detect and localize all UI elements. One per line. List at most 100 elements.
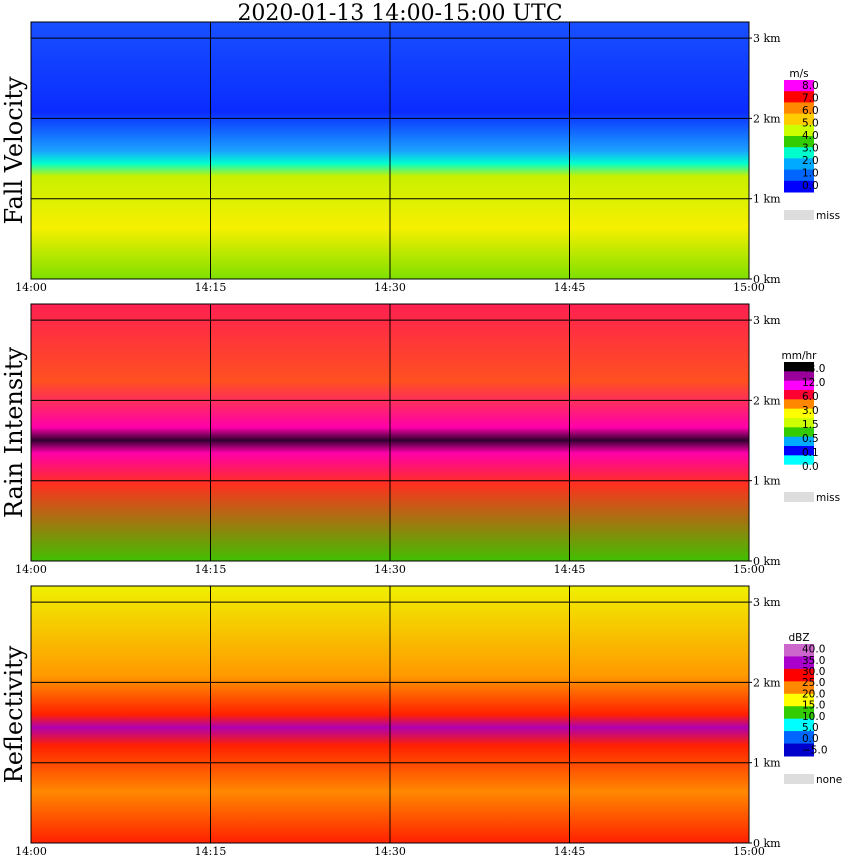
x-tick-label: 14:00 xyxy=(15,281,47,294)
x-tick-label: 15:00 xyxy=(733,281,765,294)
legend-missing-label: miss xyxy=(816,492,840,504)
x-tick-label: 14:30 xyxy=(374,563,406,576)
legend-level: 8.0 xyxy=(802,80,819,92)
legend-swatch xyxy=(784,731,814,745)
legend-missing-swatch xyxy=(784,210,814,220)
legend-level: 10.0 xyxy=(802,711,825,723)
legend-swatch xyxy=(784,80,814,92)
legend-swatch xyxy=(784,91,814,103)
legend-level: 12.0 xyxy=(802,377,825,389)
legend-level: 7.0 xyxy=(802,93,819,105)
legend-level: 40.0 xyxy=(802,644,825,656)
legend-level: 6.0 xyxy=(802,105,819,117)
legend-level: 35.0 xyxy=(802,655,825,667)
legend-swatch xyxy=(784,169,814,182)
y-tick-label: 0 km xyxy=(753,837,781,850)
legend-swatch xyxy=(784,147,814,159)
legend-swatch xyxy=(784,718,814,732)
y-tick-label: 2 km xyxy=(753,676,781,689)
legend-swatch xyxy=(784,656,814,670)
legend-level: 0.5 xyxy=(802,433,819,445)
legend-swatch xyxy=(784,436,814,447)
legend-level: 3.0 xyxy=(802,142,819,154)
legend-swatch xyxy=(784,408,814,419)
legend-level: 1.0 xyxy=(802,167,819,179)
y-tick-label: 0 km xyxy=(753,555,781,568)
legend-swatch xyxy=(784,362,814,372)
y-tick-label: 1 km xyxy=(753,475,781,488)
legend-unit: m/s xyxy=(789,68,808,80)
legend-swatch xyxy=(784,158,814,171)
legend-swatch xyxy=(784,446,814,456)
panel-2: Reflectivity 14:00 14:15 14:30 14:45 15:000 k… xyxy=(0,585,842,858)
legend-swatch xyxy=(784,427,814,438)
legend-level: 3.0 xyxy=(802,405,819,417)
legend-level: 20.0 xyxy=(802,688,825,700)
legend-swatch xyxy=(784,681,814,695)
legend-swatch xyxy=(784,743,814,757)
x-tick-label: 14:45 xyxy=(554,845,586,858)
panel-frame xyxy=(30,585,750,844)
legend-swatch xyxy=(784,706,814,720)
y-tick-label: 3 km xyxy=(753,314,781,327)
y-tick-label: 1 km xyxy=(753,193,781,206)
x-tick-label: 14:15 xyxy=(195,563,227,576)
legend-unit: mm/hr xyxy=(782,350,818,362)
x-tick-label: 14:15 xyxy=(195,845,227,858)
legend-missing-swatch xyxy=(784,492,814,502)
legend-level: 0.0 xyxy=(802,180,819,192)
legend-swatch xyxy=(784,644,814,657)
legend-level: 0.0 xyxy=(802,733,819,745)
y-tick-label: 3 km xyxy=(753,596,781,609)
legend-swatch xyxy=(784,693,814,707)
legend-swatch xyxy=(784,464,814,475)
panel-0: Fall Velocity 14:00 14:15 14:30 14:45 15:000 … xyxy=(0,21,840,294)
x-tick-label: 15:00 xyxy=(733,563,765,576)
legend-level: 5.0 xyxy=(802,722,819,734)
y-tick-label: 2 km xyxy=(753,394,781,407)
y-axis-label: Fall Velocity xyxy=(0,76,28,225)
legend-swatch xyxy=(784,136,814,148)
x-tick-label: 14:00 xyxy=(15,563,47,576)
legend-swatch xyxy=(784,102,814,115)
y-tick-label: 2 km xyxy=(753,112,781,125)
legend-missing-label: miss xyxy=(816,210,840,222)
legend-level: 5.0 xyxy=(802,118,819,130)
legend-level: 30.0 xyxy=(802,666,825,678)
legend-level: 4.0 xyxy=(802,130,819,142)
legend-level: 1.5 xyxy=(802,419,819,431)
legend-level: 0.1 xyxy=(802,447,819,459)
legend-swatch xyxy=(784,399,814,410)
legend-swatch xyxy=(784,455,814,466)
x-tick-label: 14:00 xyxy=(15,845,47,858)
y-axis-label: Reflectivity xyxy=(0,645,28,783)
legend-swatch xyxy=(784,390,814,400)
legend-level: 48.0 xyxy=(802,363,825,375)
panel-frame xyxy=(30,21,750,280)
legend-swatch xyxy=(784,380,814,391)
y-tick-label: 3 km xyxy=(753,32,781,45)
legend-swatch xyxy=(784,418,814,428)
legend-level: 0.0 xyxy=(802,461,819,473)
legend-swatch xyxy=(784,124,814,137)
legend-level: 25.0 xyxy=(802,677,825,689)
panel-frame xyxy=(30,303,750,562)
legend-unit: dBZ xyxy=(788,632,809,644)
legend-swatch xyxy=(784,113,814,126)
y-tick-label: 0 km xyxy=(753,273,781,286)
legend-level: −5.0 xyxy=(802,744,828,756)
y-axis-label: Rain Intensity xyxy=(0,347,28,519)
legend-swatch xyxy=(784,180,814,193)
legend-missing-label: none xyxy=(816,774,842,786)
x-tick-label: 14:45 xyxy=(554,281,586,294)
legend-level: 6.0 xyxy=(802,391,819,403)
x-tick-label: 15:00 xyxy=(733,845,765,858)
x-tick-label: 14:15 xyxy=(195,281,227,294)
y-tick-label: 1 km xyxy=(753,757,781,770)
legend-swatch xyxy=(784,668,814,682)
legend-level: 2.0 xyxy=(802,155,819,167)
legend-missing-swatch xyxy=(784,774,814,784)
legend-level: 15.0 xyxy=(802,700,825,712)
